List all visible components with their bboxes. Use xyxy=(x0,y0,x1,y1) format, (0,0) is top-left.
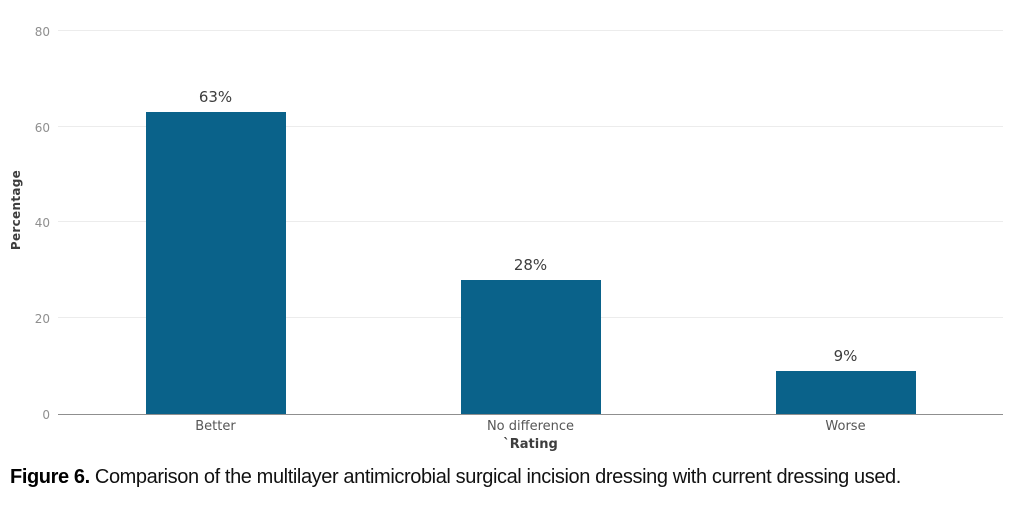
y-tick-label-80: 80 xyxy=(34,24,50,39)
bar-value-label: 28% xyxy=(513,255,548,274)
figure-caption-text: Comparison of the multilayer antimicrobi… xyxy=(89,466,901,488)
bar-no-difference xyxy=(460,279,601,414)
y-tick-label-0: 0 xyxy=(42,408,50,422)
x-axis-title: `Rating xyxy=(503,437,558,452)
x-category-label: No difference xyxy=(486,419,575,434)
figure-caption-label: Figure 6. xyxy=(10,466,90,488)
x-category-label: Better xyxy=(195,419,236,434)
figure-caption: Figure 6. Comparison of the multilayer a… xyxy=(10,464,1005,490)
bar-worse xyxy=(775,370,916,414)
gridline-y-40 xyxy=(58,221,1003,223)
bar-value-label: 63% xyxy=(198,88,233,107)
bar-chart: Percentage 63% 28% 9% `Rating 0 20 40 60 80 Bet… xyxy=(9,8,1003,452)
y-tick-label-60: 60 xyxy=(34,120,50,135)
bar-value-label: 9% xyxy=(833,346,858,365)
y-tick-label-20: 20 xyxy=(34,312,50,327)
y-tick-label-40: 40 xyxy=(34,216,50,231)
gridline-y-60 xyxy=(58,125,1003,127)
plot-area: 63% 28% 9% xyxy=(58,8,1003,415)
y-axis-title: Percentage xyxy=(9,169,23,251)
bar-better xyxy=(145,112,286,414)
x-category-label: Worse xyxy=(825,419,866,434)
gridline-y-80 xyxy=(58,29,1003,31)
